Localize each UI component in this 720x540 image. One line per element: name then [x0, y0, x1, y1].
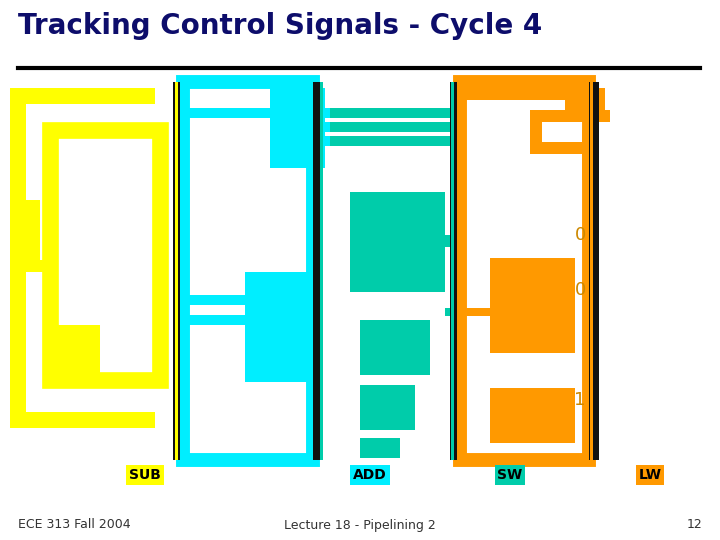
Bar [178, 295, 245, 305]
Bar [457, 82, 460, 460]
Bar [50, 130, 160, 380]
Bar [245, 272, 315, 382]
Bar [584, 88, 596, 460]
Bar [530, 122, 542, 142]
Bar [180, 82, 183, 460]
Text: 0: 0 [575, 226, 585, 244]
Bar [451, 82, 454, 460]
Bar [360, 385, 415, 430]
Text: ADD: ADD [353, 468, 387, 482]
Bar [320, 122, 330, 132]
Bar [320, 108, 330, 118]
Bar [320, 136, 330, 146]
Bar [10, 260, 50, 272]
Bar [465, 88, 605, 100]
Bar [325, 122, 455, 132]
Bar [350, 192, 445, 292]
Text: SW: SW [498, 468, 523, 482]
Bar [325, 108, 455, 118]
Bar [50, 325, 100, 380]
Bar [490, 258, 575, 353]
Bar [460, 82, 589, 460]
Bar [565, 100, 605, 110]
Bar [360, 438, 400, 458]
Text: LW: LW [639, 468, 662, 482]
Bar [582, 130, 594, 180]
Bar [530, 110, 610, 122]
Bar [183, 82, 313, 460]
Bar [175, 82, 178, 460]
Bar [10, 412, 155, 428]
Bar [10, 88, 155, 104]
Text: 12: 12 [686, 518, 702, 531]
Bar [589, 82, 599, 460]
Bar [188, 108, 270, 118]
Text: ECE 313 Fall 2004: ECE 313 Fall 2004 [18, 518, 130, 531]
Text: 1: 1 [575, 391, 585, 409]
Text: Lecture 18 - Pipelining 2: Lecture 18 - Pipelining 2 [284, 518, 436, 531]
Bar [173, 82, 183, 460]
Bar [450, 82, 460, 460]
Bar [455, 308, 490, 316]
Bar [445, 308, 455, 316]
Bar [590, 82, 593, 460]
Text: Tracking Control Signals - Cycle 4: Tracking Control Signals - Cycle 4 [18, 12, 542, 40]
Bar [10, 200, 40, 260]
Bar [490, 388, 575, 443]
Text: 0: 0 [575, 281, 585, 299]
Bar [445, 235, 455, 247]
Bar [320, 82, 323, 460]
Bar [530, 142, 595, 154]
Bar [270, 88, 325, 168]
Bar [313, 82, 323, 460]
Bar [178, 315, 245, 325]
Bar [10, 88, 26, 428]
Text: SUB: SUB [129, 468, 161, 482]
Bar [360, 320, 430, 375]
Bar [325, 136, 455, 146]
